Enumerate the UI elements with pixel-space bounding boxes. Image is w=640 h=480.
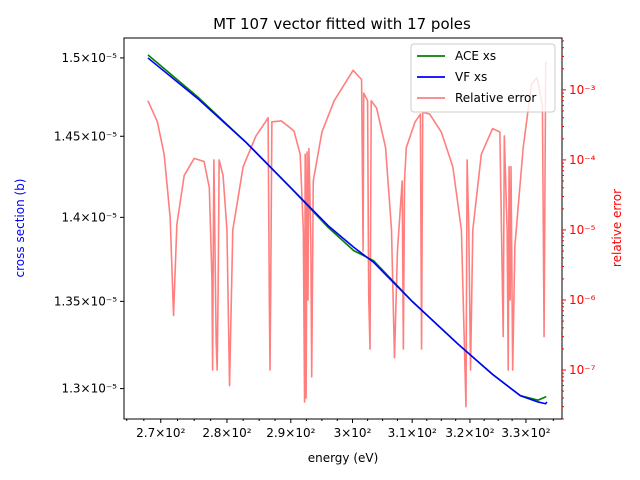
series-line-vf-xs — [147, 57, 548, 405]
x-tick-label: 3.3×10² — [501, 426, 550, 440]
y-axis-right: 10⁻⁷ 10⁻⁶ 10⁻⁵ 10⁻⁴ 10⁻³ — [562, 40, 596, 420]
legend-box — [410, 43, 556, 113]
y-left-tick-label: 1.45×10⁻⁵ — [54, 129, 117, 143]
x-tick-label: 2.7×10² — [136, 426, 185, 440]
legend-label-vf: VF xs — [455, 70, 487, 84]
y-left-tick-label: 1.4×10⁻⁵ — [61, 210, 117, 224]
y-axis-right-label: relative error — [610, 189, 624, 267]
y-right-tick-label: 10⁻⁵ — [569, 223, 596, 237]
chart-title: MT 107 vector fitted with 17 poles — [213, 15, 471, 33]
y-right-tick-label: 10⁻⁷ — [569, 363, 596, 377]
legend-label-ace: ACE xs — [455, 49, 496, 63]
y-right-tick-label: 10⁻³ — [569, 83, 596, 97]
y-left-tick-label: 1.3×10⁻⁵ — [61, 382, 117, 396]
y-left-tick-label: 1.35×10⁻⁵ — [54, 294, 117, 308]
y-left-tick-label: 1.5×10⁻⁵ — [61, 51, 117, 65]
legend: ACE xs VF xs Relative error — [410, 43, 556, 113]
x-tick-label: 2.8×10² — [202, 426, 251, 440]
x-tick-label: 3.2×10² — [445, 426, 494, 440]
x-tick-label: 2.9×10² — [266, 426, 315, 440]
y-right-tick-label: 10⁻⁶ — [569, 293, 596, 307]
series-layer — [147, 54, 548, 408]
y-axis-left: 1.3×10⁻⁵ 1.35×10⁻⁵ 1.4×10⁻⁵ 1.45×10⁻⁵ 1.5×10… — [54, 51, 124, 396]
x-axis: 2.7×10² 2.8×10² 2.9×10² 3×10² 3.1×10² 3.2×10²… — [126, 419, 554, 440]
x-tick-label: 3×10² — [334, 426, 372, 440]
legend-label-error: Relative error — [455, 91, 536, 105]
y-right-tick-label: 10⁻⁴ — [569, 153, 596, 167]
series-line-relative-error — [147, 61, 547, 408]
x-axis-label: energy (eV) — [308, 451, 379, 465]
y-axis-left-label: cross section (b) — [13, 179, 27, 278]
x-tick-label: 3.1×10² — [388, 426, 437, 440]
plot-frame — [123, 37, 563, 420]
